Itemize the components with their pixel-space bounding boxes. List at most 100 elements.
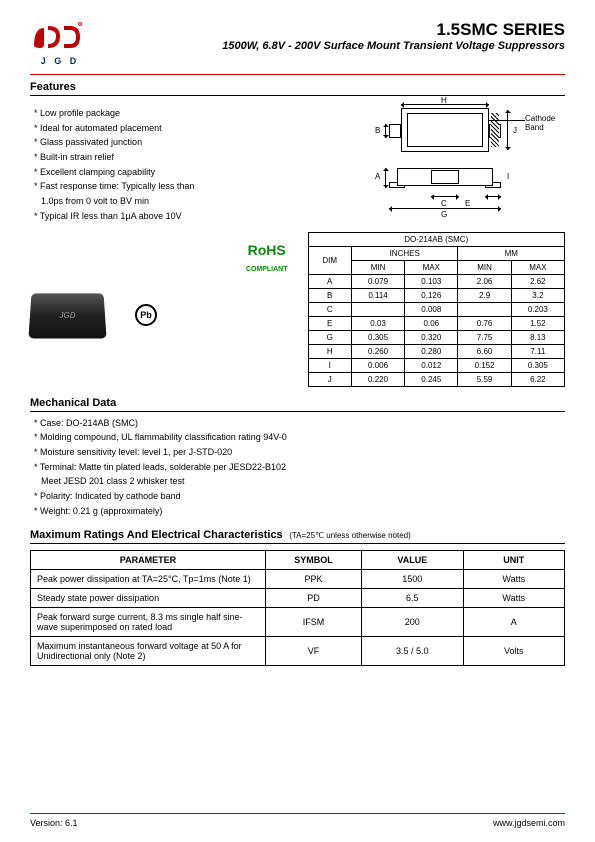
table-cell: 0.320 <box>405 330 458 344</box>
min-col: MIN <box>458 260 511 274</box>
table-row: Steady state power dissipationPD6.5Watts <box>31 589 565 608</box>
mech-item: Molding compound, UL flammability classi… <box>34 432 565 444</box>
table-cell: J <box>308 372 351 386</box>
value-cell: 200 <box>362 608 463 637</box>
footer: Version: 6.1 www.jgdsemi.com <box>30 813 565 828</box>
feature-item: Low profile package <box>34 108 288 120</box>
chip-image: JGD <box>28 294 106 339</box>
cathode-band-label: Cathode Band <box>525 114 565 132</box>
table-cell: 0.260 <box>351 344 404 358</box>
mm-col: MM <box>458 246 565 260</box>
table-cell: 0.305 <box>511 358 564 372</box>
footer-url: www.jgdsemi.com <box>493 818 565 828</box>
table-cell: 6.60 <box>458 344 511 358</box>
mech-item: Weight: 0.21 g (approximately) <box>34 506 565 518</box>
table-cell: 6.22 <box>511 372 564 386</box>
divider <box>30 95 565 96</box>
table-cell <box>351 302 404 316</box>
dim-label-g: G <box>441 210 447 219</box>
table-row: J0.2200.2455.596.22 <box>308 372 565 386</box>
dim-table-title: DO-214AB (SMC) <box>308 232 565 246</box>
dim-label-j: J <box>513 126 517 135</box>
table-cell: 0.245 <box>405 372 458 386</box>
mech-item: Case: DO-214AB (SMC) <box>34 418 565 430</box>
table-cell: 7.75 <box>458 330 511 344</box>
version-label: Version: 6.1 <box>30 818 78 828</box>
max-col: MAX <box>405 260 458 274</box>
table-cell: 8.13 <box>511 330 564 344</box>
dim-label-e: E <box>465 199 470 208</box>
symbol-col: SYMBOL <box>265 551 361 570</box>
table-cell: 1.52 <box>511 316 564 330</box>
symbol-cell: IFSM <box>265 608 361 637</box>
unit-col: UNIT <box>463 551 564 570</box>
features-row: Low profile package Ideal for automated … <box>30 102 565 226</box>
ratings-note: (TA=25℃ unless otherwise noted) <box>289 531 411 540</box>
feature-item: Built-in strain relief <box>34 152 288 164</box>
feature-item: Typical IR less than 1μA above 10V <box>34 211 288 223</box>
table-cell: H <box>308 344 351 358</box>
table-cell: 0.203 <box>511 302 564 316</box>
table-row: E0.030.060.761.52 <box>308 316 565 330</box>
table-cell: 0.76 <box>458 316 511 330</box>
table-cell: C <box>308 302 351 316</box>
table-row: A0.0790.1032.062.62 <box>308 274 565 288</box>
table-cell: 7.11 <box>511 344 564 358</box>
divider <box>30 543 565 544</box>
table-cell: 3.2 <box>511 288 564 302</box>
max-col: MAX <box>511 260 564 274</box>
table-cell: 0.280 <box>405 344 458 358</box>
value-cell: 6.5 <box>362 589 463 608</box>
dim-col: DIM <box>308 246 351 274</box>
table-cell: A <box>308 274 351 288</box>
unit-cell: Watts <box>463 589 564 608</box>
ratings-table: PARAMETER SYMBOL VALUE UNIT Peak power d… <box>30 550 565 666</box>
table-cell: 0.012 <box>405 358 458 372</box>
mech-item: Meet JESD 201 class 2 whisker test <box>34 476 565 488</box>
param-col: PARAMETER <box>31 551 266 570</box>
mech-item: Moisture sensitivity level: level 1, per… <box>34 447 565 459</box>
table-row: Peak power dissipation at TA=25°C, Tp=1m… <box>31 570 565 589</box>
feature-item: Glass passivated junction <box>34 137 288 149</box>
mech-list: Case: DO-214AB (SMC) Molding compound, U… <box>30 418 565 518</box>
page-title: 1.5SMC SERIES <box>90 20 565 40</box>
title-block: 1.5SMC SERIES 1500W, 6.8V - 200V Surface… <box>90 20 565 52</box>
table-cell: 0.114 <box>351 288 404 302</box>
dim-label-a: A <box>375 172 380 181</box>
symbol-cell: PD <box>265 589 361 608</box>
table-row: G0.3050.3207.758.13 <box>308 330 565 344</box>
table-cell: 2.06 <box>458 274 511 288</box>
inches-col: INCHES <box>351 246 458 260</box>
pb-free-badge: Pb <box>135 304 157 326</box>
value-col: VALUE <box>362 551 463 570</box>
min-col: MIN <box>351 260 404 274</box>
feature-item: Excellent clamping capability <box>34 167 288 179</box>
pb-label: Pb <box>140 310 152 320</box>
value-cell: 3.5 / 5.0 <box>362 637 463 666</box>
header: R J G D 1.5SMC SERIES 1500W, 6.8V - 200V… <box>30 20 565 66</box>
dim-label-c: C <box>441 199 447 208</box>
param-cell: Maximum instantaneous forward voltage at… <box>31 637 266 666</box>
features-heading: Features <box>30 81 565 93</box>
table-cell: 0.126 <box>405 288 458 302</box>
feature-item: Fast response time: Typically less than <box>34 181 288 193</box>
table-cell: 0.006 <box>351 358 404 372</box>
mech-item: Terminal: Matte tin plated leads, solder… <box>34 462 565 474</box>
table-cell: 0.03 <box>351 316 404 330</box>
table-cell <box>458 302 511 316</box>
param-cell: Peak forward surge current, 8.3 ms singl… <box>31 608 266 637</box>
table-row: H0.2600.2806.607.11 <box>308 344 565 358</box>
table-cell: G <box>308 330 351 344</box>
rohs-badge: RoHS COMPLIANT <box>246 244 288 274</box>
divider <box>30 74 565 75</box>
table-cell: 0.06 <box>405 316 458 330</box>
mech-item: Polarity: Indicated by cathode band <box>34 491 565 503</box>
param-cell: Steady state power dissipation <box>31 589 266 608</box>
features-list: Low profile package Ideal for automated … <box>30 108 288 223</box>
table-cell: 0.220 <box>351 372 404 386</box>
table-cell: 2.62 <box>511 274 564 288</box>
svg-text:R: R <box>79 24 81 27</box>
unit-cell: Volts <box>463 637 564 666</box>
feature-item: Ideal for automated placement <box>34 123 288 135</box>
table-cell: 0.103 <box>405 274 458 288</box>
